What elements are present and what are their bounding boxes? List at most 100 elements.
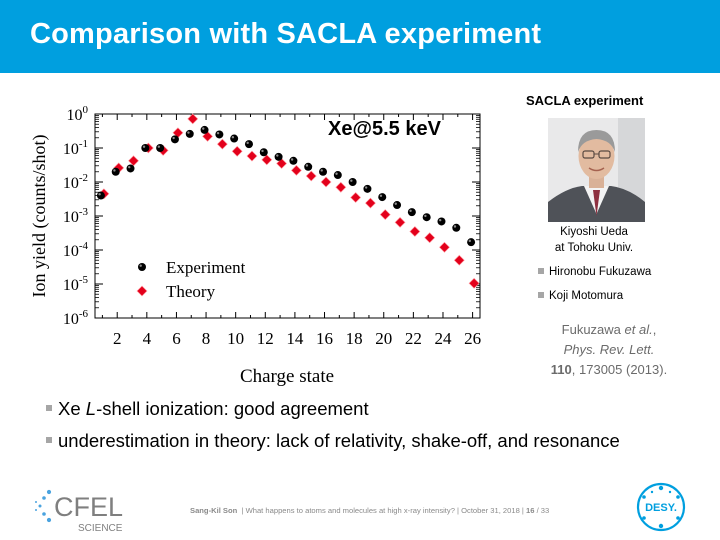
legend-theory-marker	[136, 285, 148, 297]
theory-point	[290, 164, 302, 176]
footer-info: | What happens to atoms and molecules at…	[241, 506, 526, 515]
bullet-square-icon	[538, 292, 544, 298]
bullet-point-2: underestimation in theory: lack of relat…	[46, 430, 620, 452]
experiment-point-highlight	[142, 145, 146, 148]
experiment-point	[348, 178, 357, 186]
experiment-point-highlight	[320, 169, 323, 172]
experiment-point	[141, 144, 150, 152]
legend-experiment-label: Experiment	[166, 258, 246, 277]
x-tick-label: 2	[113, 329, 122, 348]
ion-yield-chart: 2 4 6 8 10 12 14 16 18 20 22 24 2610010-110-210-310-…	[29, 104, 481, 387]
reference-etal: et al.	[624, 322, 653, 337]
experiment-point-highlight	[231, 136, 235, 139]
portrait-photo	[548, 118, 645, 222]
theory-point	[128, 155, 139, 167]
y-tick-label: 10-1	[63, 138, 88, 158]
theory-point	[365, 197, 376, 209]
theory-point	[261, 154, 273, 166]
experiment-point	[230, 134, 239, 143]
x-tick-label: 24	[434, 329, 452, 348]
experiment-point-highlight	[409, 209, 412, 213]
slide-header: Comparison with SACLA experiment	[0, 0, 720, 73]
experiment-point-highlight	[261, 149, 264, 153]
experiment-point	[111, 167, 120, 176]
chart-annotation: Xe@5.5 keV	[328, 118, 442, 140]
experiment-point-highlight	[172, 136, 175, 140]
bullet-1-suffix: -shell ionization: good agreement	[96, 398, 369, 419]
cfel-logo-text: CFEL	[54, 492, 123, 522]
theory-point	[305, 170, 317, 182]
x-tick-label: 22	[405, 329, 422, 348]
footer-author: Sang-Kil Son	[190, 506, 238, 515]
bullet-2-text: underestimation in theory: lack of relat…	[58, 430, 620, 451]
theory-point	[453, 254, 465, 266]
experiment-point-highlight	[335, 172, 338, 175]
x-tick-label: 20	[375, 329, 392, 348]
theory-point	[409, 226, 421, 237]
experiment-point	[96, 191, 105, 200]
experiment-point	[378, 193, 387, 202]
collaborator-name: Hironobu Fukuzawa	[549, 266, 652, 278]
x-tick-label: 6	[172, 329, 181, 348]
y-tick-label: 10-2	[63, 172, 88, 192]
x-tick-label: 14	[286, 329, 304, 348]
experiment-point-highlight	[424, 214, 427, 218]
experiment-point	[259, 148, 268, 157]
collaborator-item: Koji Motomura	[538, 290, 623, 302]
x-tick-label: 16	[316, 329, 333, 348]
bullet-square-icon	[46, 437, 52, 443]
experiment-point	[319, 167, 328, 176]
experiment-point-highlight	[379, 194, 383, 197]
y-tick-label: 100	[67, 104, 89, 124]
experiment-point	[244, 140, 253, 149]
experiment-point	[393, 201, 402, 210]
footer-page: 16	[526, 506, 535, 515]
bullet-square-icon	[538, 268, 544, 274]
experiment-point-highlight	[157, 145, 161, 148]
desy-logo-text: DESY.	[645, 502, 677, 514]
theory-point	[231, 145, 243, 157]
bullet-1-emphasis: L	[85, 398, 97, 419]
x-tick-label: 10	[227, 329, 244, 348]
plot-frame	[94, 113, 481, 319]
theory-point	[335, 181, 347, 193]
reference-citation: Fukuzawa et al., Phys. Rev. Lett. 110, 1…	[524, 320, 694, 380]
x-axis-label: Charge state	[240, 366, 334, 387]
experiment-point-highlight	[216, 131, 220, 135]
experiment-point	[185, 129, 194, 138]
cfel-logo-subtext: SCIENCE	[78, 523, 123, 534]
experiment-point-highlight	[113, 169, 116, 172]
experiment-point-highlight	[438, 218, 442, 222]
theory-point	[246, 150, 258, 162]
y-axis-label: Ion yield (counts/shot)	[29, 135, 50, 298]
footer-text: Sang-Kil Son | What happens to atoms and…	[190, 506, 549, 515]
legend-experiment-marker-highlight	[139, 264, 142, 267]
slide-title: Comparison with SACLA experiment	[30, 18, 542, 50]
reference-authors: Fukuzawa	[561, 322, 621, 337]
footer-total: / 33	[534, 506, 550, 515]
theory-point	[350, 192, 362, 203]
experiment-point	[437, 217, 446, 226]
photo-caption-name: Kiyoshi Ueda	[560, 226, 628, 238]
experiment-point-highlight	[453, 225, 457, 228]
experiment-point-highlight	[350, 179, 353, 182]
experiment-point-highlight	[246, 141, 249, 145]
theory-point	[394, 216, 406, 228]
experiment-point	[452, 223, 461, 232]
theory-point	[187, 113, 199, 125]
experiment-point-highlight	[290, 158, 294, 161]
x-tick-label: 4	[143, 329, 152, 348]
reference-volume: 110	[550, 362, 572, 377]
y-tick-label: 10-6	[63, 308, 89, 328]
experiment-point	[274, 152, 283, 161]
experiment-point	[422, 213, 431, 222]
experiment-point-highlight	[305, 164, 309, 167]
experiment-point-highlight	[202, 127, 205, 130]
experiment-point-highlight	[364, 186, 368, 189]
experiment-point-highlight	[276, 154, 279, 157]
legend-experiment-marker	[138, 263, 146, 271]
experiment-point-highlight	[394, 202, 397, 205]
bullet-point-1: Xe L-shell ionization: good agreement	[46, 398, 369, 420]
experiment-point-highlight	[98, 193, 101, 196]
experiment-point-highlight	[187, 131, 190, 134]
